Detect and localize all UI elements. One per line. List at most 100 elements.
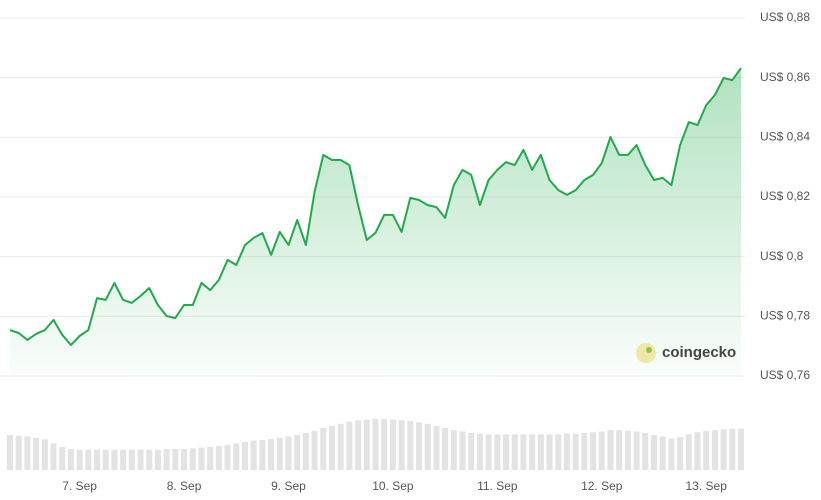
x-tick-label: 10. Sep	[372, 479, 414, 493]
volume-bar	[389, 419, 396, 470]
volume-bar	[111, 449, 118, 470]
volume-bar	[320, 428, 327, 470]
volume-bar	[659, 436, 666, 470]
volume-bar	[442, 428, 449, 470]
volume-bar	[363, 419, 370, 470]
volume-bar	[633, 431, 640, 470]
volume-bar	[572, 433, 579, 470]
x-tick-label: 12. Sep	[581, 479, 623, 493]
volume-bar	[694, 432, 701, 470]
volume-bar	[503, 434, 510, 470]
volume-bar	[94, 449, 101, 470]
x-tick-label: 8. Sep	[167, 479, 202, 493]
volume-bar	[598, 431, 605, 470]
volume-bar	[181, 449, 188, 470]
volume-bar	[24, 436, 31, 470]
volume-bar	[233, 443, 240, 470]
volume-bar	[215, 446, 222, 470]
volume-bar	[668, 438, 675, 470]
watermark-text: coingecko	[662, 344, 736, 361]
volume-bar	[381, 418, 388, 470]
volume-bar	[685, 434, 692, 470]
volume-bar	[520, 434, 527, 470]
volume-bar	[85, 449, 92, 470]
volume-bar	[76, 449, 83, 470]
volume-bar	[294, 435, 301, 470]
volume-bar	[642, 432, 649, 470]
volume-bar	[398, 420, 405, 470]
volume-bar	[337, 423, 344, 470]
volume-bar	[424, 423, 431, 470]
volume-bar	[302, 432, 309, 470]
x-tick-label: 11. Sep	[477, 479, 518, 493]
volume-bar	[355, 420, 362, 470]
volume-bar	[590, 432, 597, 470]
volume-bar	[154, 449, 161, 470]
volume-bar	[59, 446, 66, 470]
volume-bar	[677, 437, 684, 470]
volume-bar	[555, 434, 562, 470]
volume-bar	[511, 434, 518, 470]
volume-bar	[311, 430, 318, 470]
volume-bar	[624, 430, 631, 470]
volume-bar	[711, 430, 718, 470]
volume-bar	[268, 439, 275, 470]
volume-bar	[581, 432, 588, 470]
volume-bar	[33, 437, 40, 470]
y-tick-label: US$ 0,86	[760, 70, 810, 84]
y-tick-label: US$ 0,82	[760, 189, 810, 203]
volume-bar	[650, 435, 657, 470]
volume-bar	[146, 449, 153, 470]
volume-bar	[494, 434, 501, 470]
volume-bar	[537, 434, 544, 470]
volume-bar	[241, 442, 248, 470]
watermark-logo-eye	[646, 347, 652, 353]
volume-bar	[285, 436, 292, 470]
area	[10, 68, 741, 376]
volume-bar	[729, 428, 736, 470]
watermark: coingecko	[636, 343, 736, 363]
volume-bar	[476, 433, 483, 470]
volume-bar	[372, 418, 379, 470]
volume-bar	[7, 435, 13, 470]
y-tick-label: US$ 0,8	[760, 249, 804, 263]
x-tick-label: 7. Sep	[62, 479, 97, 493]
volume-bar	[703, 430, 710, 470]
volume-bar	[15, 435, 22, 470]
volume-bar	[529, 434, 536, 470]
volume-bar	[416, 422, 423, 470]
volume-bar	[41, 439, 48, 470]
volume-bar	[224, 444, 231, 470]
volume-bar	[607, 430, 614, 470]
volume-bar	[433, 425, 440, 470]
volume-bar	[546, 434, 553, 470]
x-tick-label: 13. Sep	[686, 479, 728, 493]
y-tick-label: US$ 0,76	[760, 368, 810, 382]
volume-bar	[563, 433, 570, 470]
volume-bar	[137, 449, 144, 470]
x-tick-label: 9. Sep	[271, 479, 306, 493]
volume-bar	[450, 430, 457, 470]
volume-bar	[102, 449, 109, 470]
volume-bar	[189, 448, 196, 470]
volume-bar	[172, 449, 179, 470]
volume-bar	[485, 434, 492, 470]
volume-bar	[346, 421, 353, 470]
volume-bar	[120, 449, 127, 470]
volume-bar	[738, 428, 744, 470]
volume-bar	[259, 439, 266, 470]
price-line	[9, 67, 742, 346]
volume-bar	[250, 440, 257, 470]
volume-bar	[50, 443, 57, 470]
y-tick-label: US$ 0,88	[760, 10, 810, 24]
volume-bar	[616, 430, 623, 470]
y-tick-label: US$ 0,78	[760, 309, 810, 323]
volume-bar	[67, 449, 74, 470]
volume-bar	[468, 432, 475, 470]
volume-bar	[207, 446, 214, 470]
volume-bar	[328, 425, 335, 470]
volume-bar	[459, 431, 466, 470]
volume-bar	[163, 449, 170, 470]
